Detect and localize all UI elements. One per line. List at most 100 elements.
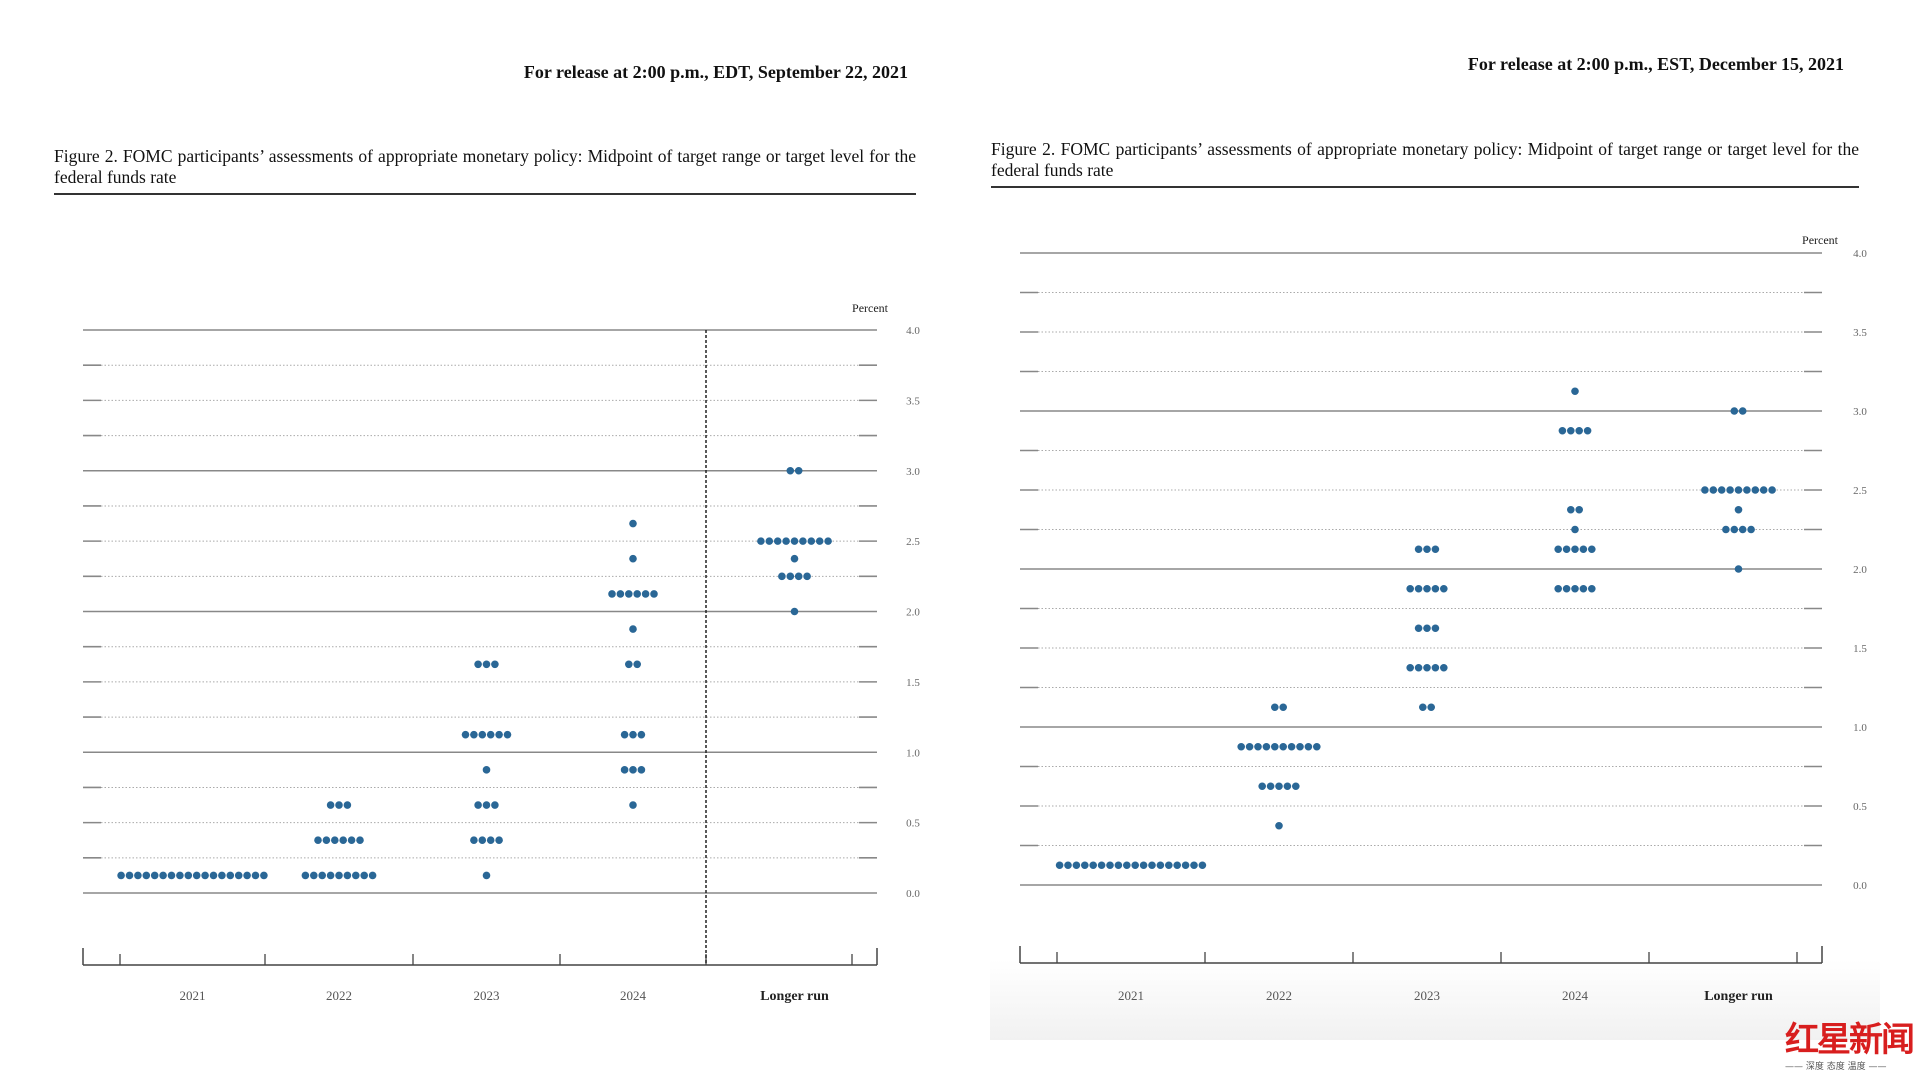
participant-dot (1072, 861, 1081, 870)
participant-dot (461, 730, 470, 739)
participant-dot (343, 801, 352, 809)
participant-dot (1313, 742, 1321, 751)
participant-dot (1406, 584, 1414, 593)
participant-dot (142, 871, 151, 880)
participant-dot (1567, 505, 1575, 514)
title-rule (54, 193, 916, 195)
y-axis-label: Percent (852, 301, 889, 315)
participant-dot (633, 660, 641, 669)
participant-dot (356, 836, 364, 845)
participant-dot (1114, 861, 1123, 870)
participant-dot (815, 537, 824, 545)
participant-dot (1554, 584, 1562, 593)
participant-dot (1759, 486, 1768, 494)
participant-dot (201, 871, 209, 880)
participant-dot (625, 590, 633, 598)
participant-dot (1734, 486, 1743, 494)
y-tick-label: 2.0 (1853, 564, 1867, 576)
participant-dot (1148, 861, 1156, 870)
participant-dot (1190, 861, 1198, 870)
participant-dot (1743, 486, 1751, 494)
participant-dot (629, 766, 637, 774)
participant-dot (1245, 742, 1254, 751)
participant-dot (1279, 703, 1287, 712)
participant-dot (1423, 663, 1431, 672)
participant-dot (314, 836, 322, 845)
participant-dot (1583, 426, 1592, 435)
participant-dot (629, 801, 637, 809)
x-category-label: 2023 (1414, 988, 1440, 1003)
september-projections-panel: For release at 2:00 p.m., EDT, September… (0, 0, 940, 1040)
y-tick-label: 0.5 (906, 818, 920, 830)
participant-dot (778, 572, 786, 581)
participant-dot (824, 537, 832, 545)
participant-dot (1751, 486, 1760, 494)
x-category-label: 2021 (1118, 988, 1144, 1003)
participant-dot (1254, 742, 1262, 751)
y-tick-label: 4.0 (1853, 248, 1867, 260)
y-tick-label: 3.0 (1853, 406, 1867, 418)
participant-dot (474, 801, 482, 809)
participant-dot (347, 836, 356, 845)
figure-title: Figure 2. FOMC participants’ assessments… (54, 146, 916, 187)
y-tick-label: 2.5 (906, 536, 920, 548)
participant-dot (1271, 742, 1279, 751)
participant-dot (799, 537, 807, 545)
participant-dot (757, 537, 765, 545)
participant-dot (1131, 861, 1139, 870)
y-tick-label: 3.5 (1853, 327, 1867, 339)
participant-dot (1275, 782, 1283, 791)
participant-dot (331, 836, 339, 845)
participant-dot (234, 871, 243, 880)
participant-dot (1156, 861, 1165, 870)
participant-dot (117, 871, 125, 880)
participant-dot (1423, 584, 1431, 593)
participant-dot (1768, 486, 1776, 494)
participant-dot (1562, 584, 1571, 593)
participant-dot (184, 871, 193, 880)
participant-dot (486, 730, 495, 739)
x-category-label: 2022 (326, 988, 352, 1003)
participant-dot (1588, 584, 1596, 593)
participant-dot (1414, 624, 1423, 633)
participant-dot (322, 836, 331, 845)
participant-dot (629, 730, 637, 739)
participant-dot (1414, 584, 1423, 593)
participant-dot (1562, 545, 1571, 554)
participant-dot (765, 537, 774, 545)
y-tick-label: 2.5 (1853, 485, 1867, 497)
participant-dot (1414, 663, 1423, 672)
participant-dot (786, 572, 795, 581)
participant-dot (1427, 703, 1435, 712)
participant-dot (620, 766, 629, 774)
participant-dot (495, 730, 503, 739)
participant-dot (1123, 861, 1131, 870)
x-category-label: 2024 (620, 988, 647, 1003)
participant-dot (790, 554, 799, 563)
y-tick-label: 2.0 (906, 607, 920, 619)
participant-dot (335, 801, 343, 809)
y-tick-label: 1.0 (906, 747, 920, 759)
participant-dot (1571, 525, 1579, 534)
participant-dot (218, 871, 226, 880)
y-tick-label: 1.0 (1853, 722, 1867, 734)
participant-dot (326, 871, 335, 880)
participant-dot (1258, 782, 1266, 791)
release-notice: For release at 2:00 p.m., EST, December … (1467, 54, 1844, 74)
participant-dot (1431, 663, 1440, 672)
y-tick-label: 3.0 (906, 466, 920, 478)
participant-dot (1165, 861, 1173, 870)
participant-dot (803, 572, 811, 581)
participant-dot (150, 871, 159, 880)
x-category-label: 2021 (180, 988, 206, 1003)
participant-dot (773, 537, 782, 545)
participant-dot (629, 625, 637, 633)
participant-dot (209, 871, 218, 880)
participant-dot (482, 871, 491, 880)
participant-dot (1440, 663, 1448, 672)
y-tick-label: 3.5 (906, 395, 920, 407)
participant-dot (226, 871, 235, 880)
participant-dot (1271, 703, 1279, 712)
participant-dot (474, 660, 482, 669)
participant-dot (1558, 426, 1567, 435)
